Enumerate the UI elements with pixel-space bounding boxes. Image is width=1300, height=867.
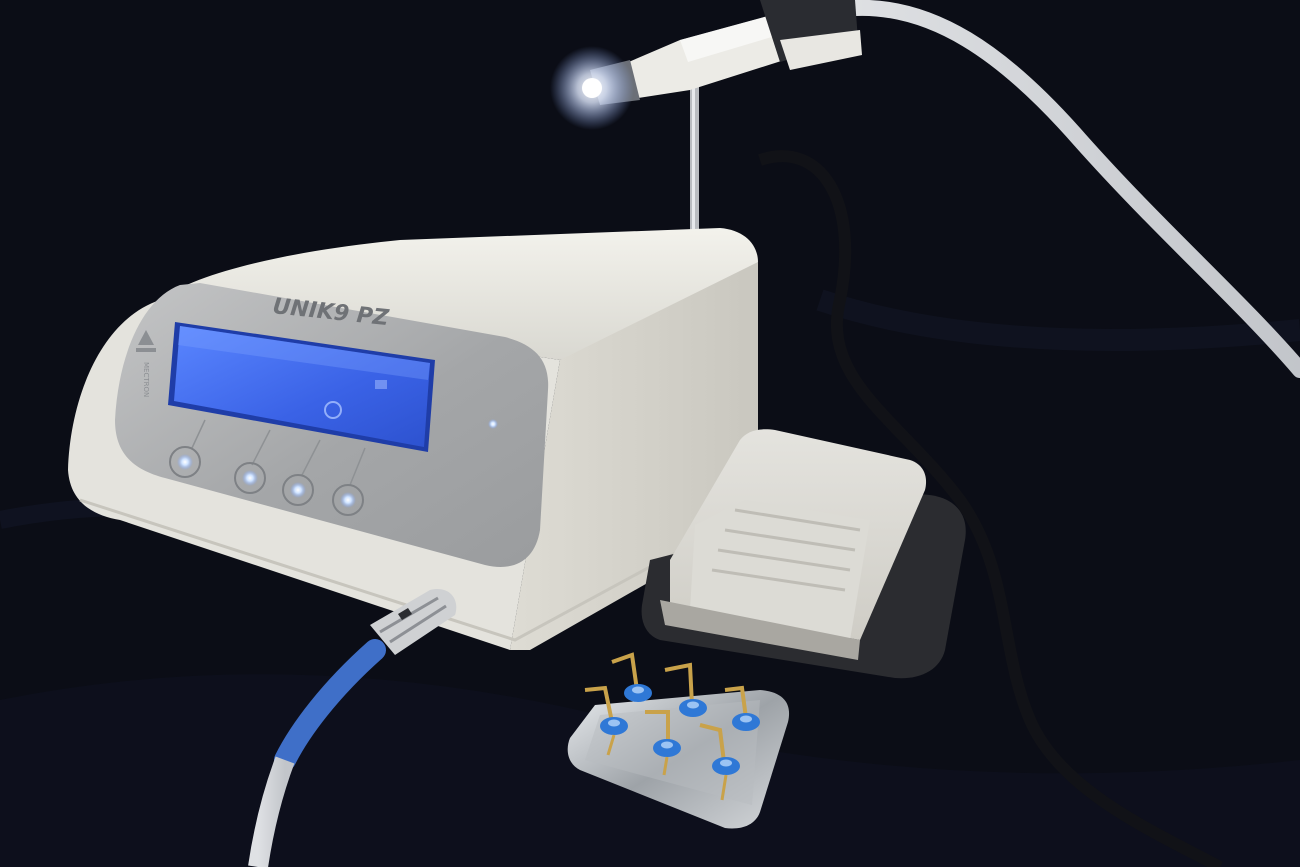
lcd-indicator-icon: [375, 380, 387, 389]
lcd-screen: [168, 322, 435, 452]
front-buttons: [169, 419, 498, 516]
maker-label: MECTRON: [142, 362, 150, 397]
round-light-button-icon: [340, 492, 356, 508]
front-button-2[interactable]: [234, 462, 266, 494]
round-light-button-icon: [290, 482, 306, 498]
front-button-3[interactable]: [282, 474, 314, 506]
maker-logo-icon: [136, 330, 156, 352]
dental-tip: [699, 723, 740, 801]
dental-tip: [584, 685, 628, 756]
handpiece-cable: [827, 0, 1300, 378]
dental-tips: [584, 652, 760, 801]
dental-tip: [664, 662, 707, 717]
dental-tip: [611, 652, 652, 702]
front-button-1[interactable]: [169, 446, 201, 478]
connector-arrow-icon: [398, 608, 412, 620]
blue-cable: [274, 639, 386, 771]
foot-pedal-icon: [641, 429, 966, 679]
front-button-4[interactable]: [332, 484, 364, 516]
power-cable: [758, 150, 1223, 867]
button-leader-lines: [191, 419, 366, 486]
dental-tip: [645, 710, 681, 776]
lcd-mode-icon: [324, 401, 342, 419]
round-light-button-icon: [177, 454, 193, 470]
handpiece-with-led-icon: [550, 0, 862, 130]
status-led-icon: [488, 419, 498, 429]
round-light-button-icon: [242, 470, 258, 486]
front-connector: [370, 589, 457, 655]
white-cable-lower: [248, 756, 295, 867]
dental-tip: [724, 685, 760, 731]
